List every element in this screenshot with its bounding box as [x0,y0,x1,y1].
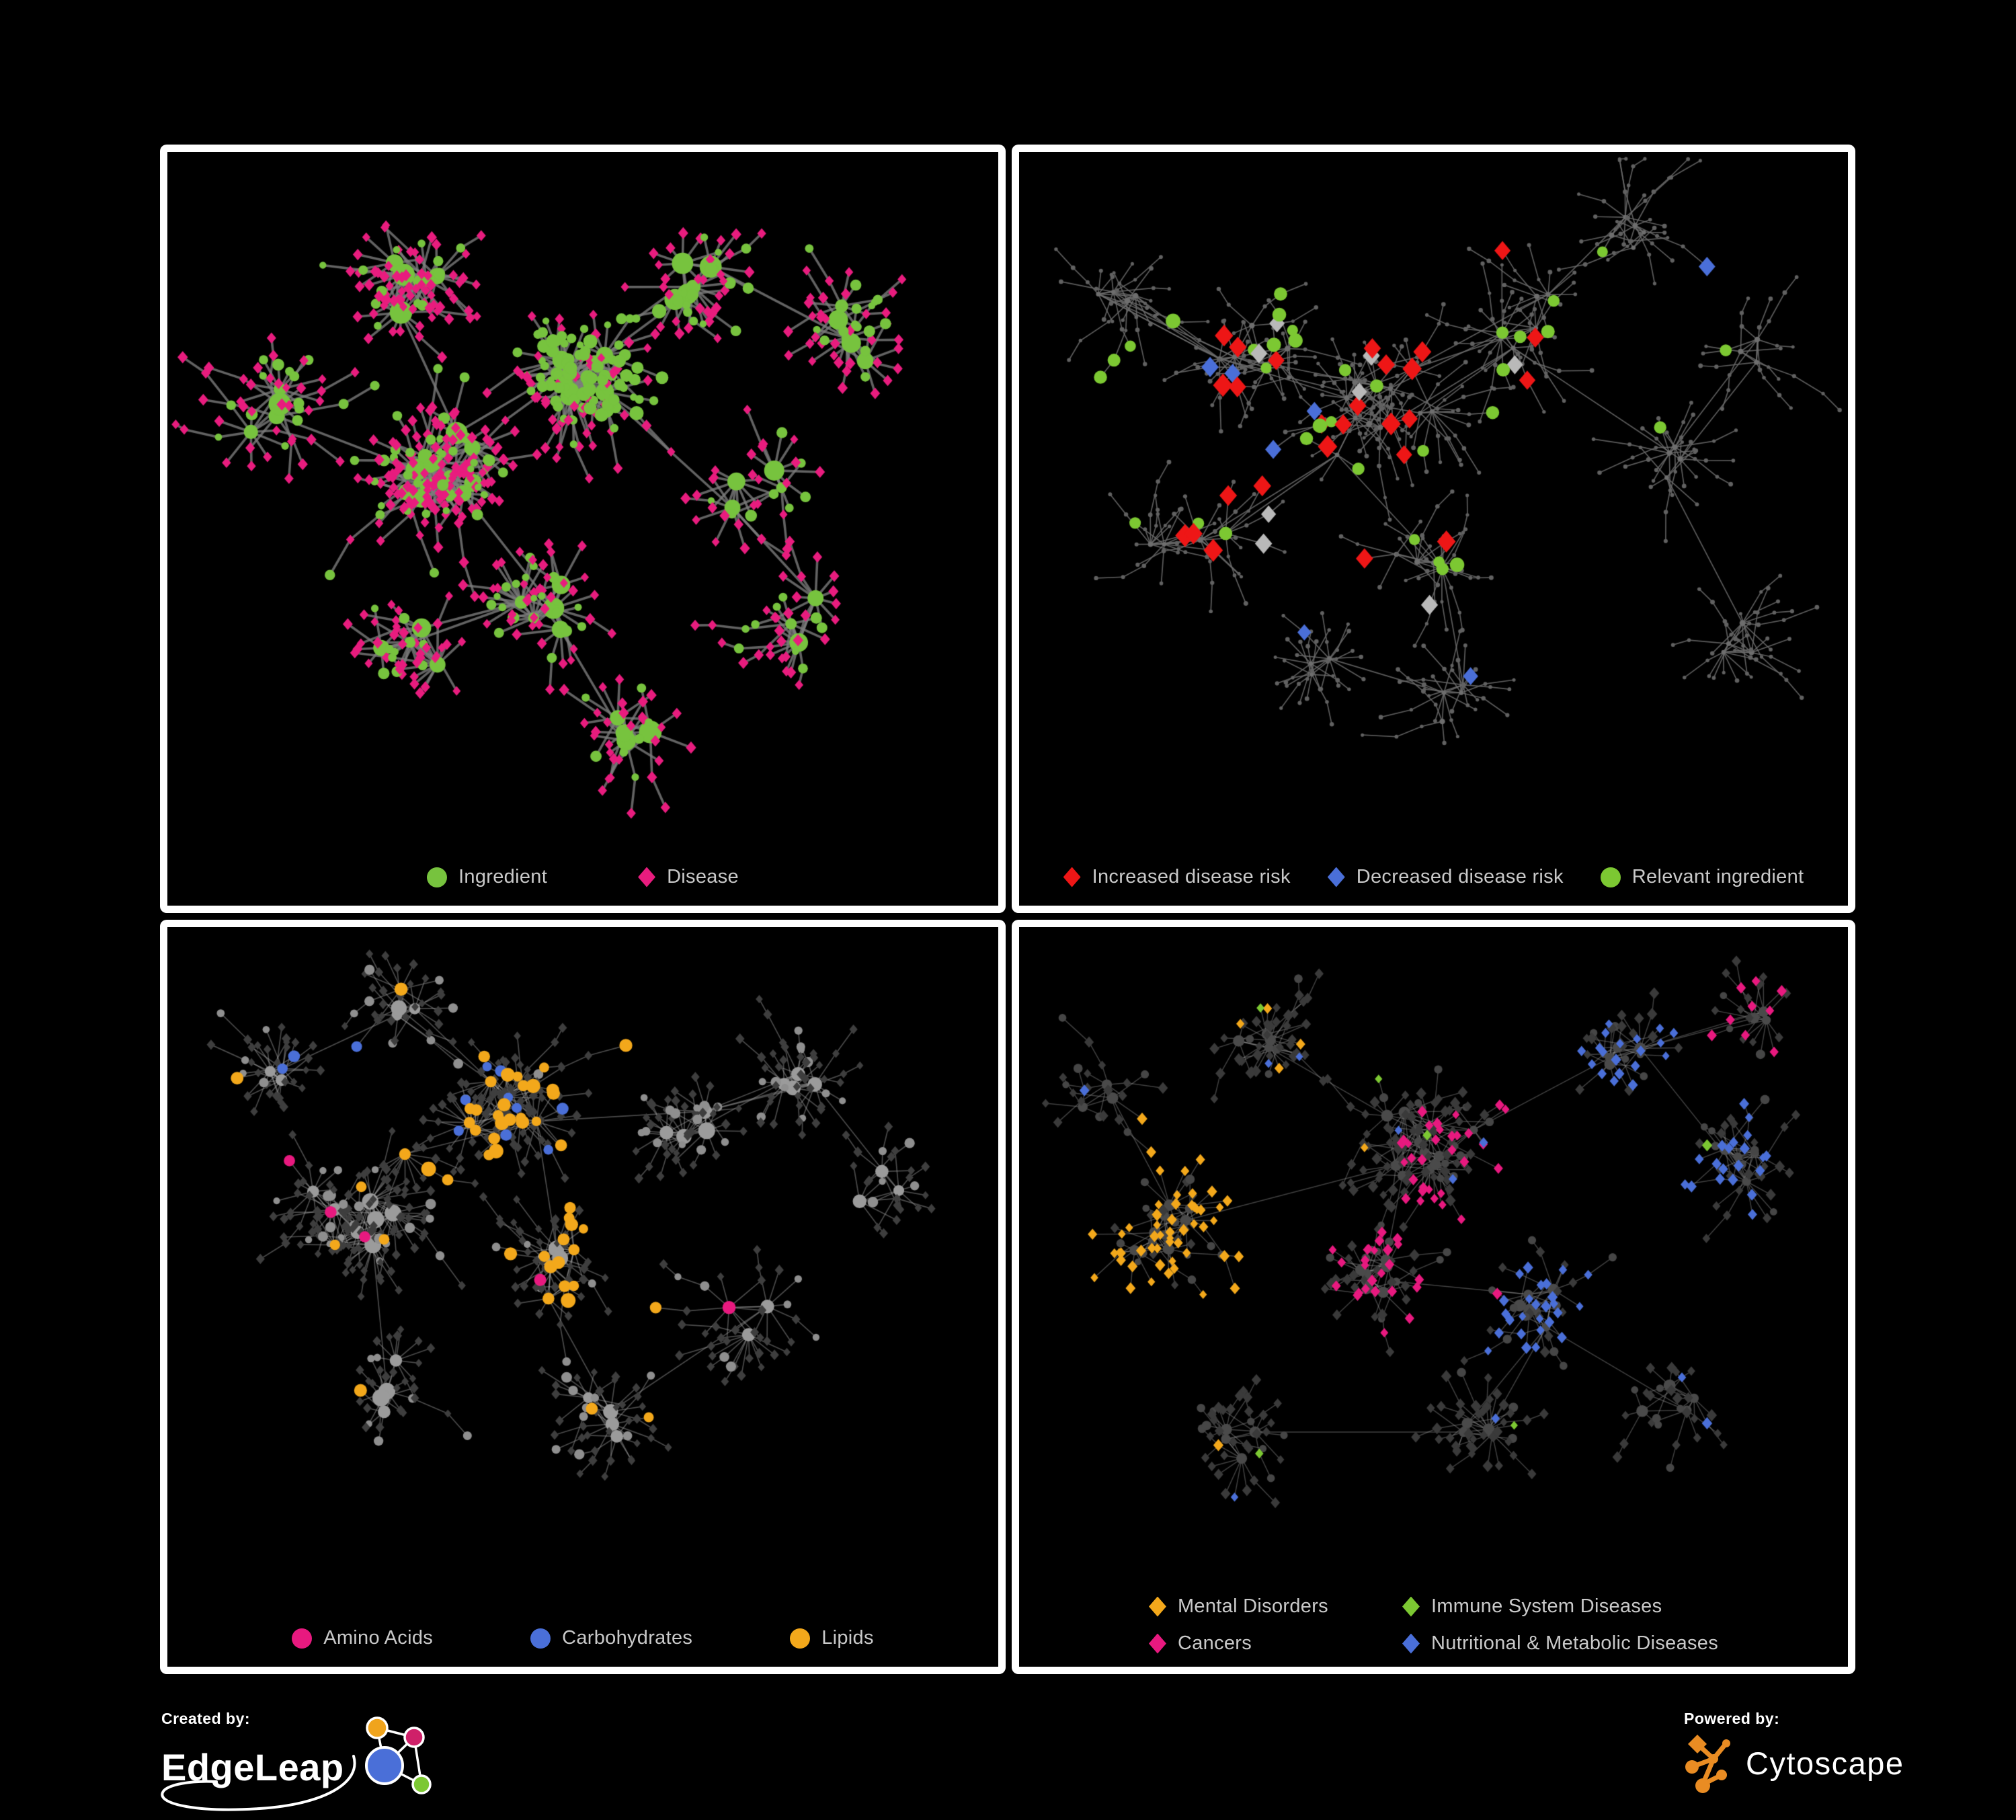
circle-swatch-icon [530,1628,551,1649]
network-canvas-ingredient-disease [167,152,998,836]
network-canvas-disease-category [1019,927,1848,1597]
legend-label: Increased disease risk [1092,866,1291,887]
circle-swatch-icon [427,867,448,887]
legend-item-cancers: Cancers [1148,1632,1328,1655]
circle-swatch-icon [292,1628,313,1649]
legend-label: Disease [667,866,739,887]
diamond-swatch-icon [1402,1633,1420,1654]
legend-label: Nutritional & Metabolic Diseases [1430,1632,1719,1654]
legend-item-mental-disorders: Mental Disorders [1148,1595,1328,1618]
legend-item-amino-acids: Amino Acids [292,1627,433,1649]
network-canvas-disease-risk [1019,152,1848,836]
legend-item-immune-system-diseases: Immune System Diseases [1402,1595,1718,1618]
panel-nutrient-class: Amino Acids Carbohydrates Lipids [160,920,1006,1674]
diamond-swatch-icon [1327,867,1345,887]
legend-label: Mental Disorders [1177,1595,1328,1617]
powered-by-credit: Powered by: Cytosc [1684,1710,1973,1797]
circle-swatch-icon [790,1628,811,1649]
created-by-credit: Created by: EdgeLeap [161,1710,444,1811]
legend-disease-risk: Increased disease risk Decreased disease … [1019,866,1848,888]
legend-label: Immune System Diseases [1430,1595,1662,1617]
circle-swatch-icon [1600,867,1621,887]
legend-item-carbohydrates: Carbohydrates [530,1627,692,1649]
legend-nutrient-class: Amino Acids Carbohydrates Lipids [167,1627,998,1649]
legend-label: Relevant ingredient [1631,866,1804,887]
legend-item-lipids: Lipids [790,1627,874,1649]
legend-item-ingredient: Ingredient [427,866,547,888]
legend-label: Lipids [821,1627,874,1649]
diamond-swatch-icon [1148,1633,1166,1654]
cytoscape-logo-icon [1685,1735,1730,1793]
legend-item-increased-disease-risk: Increased disease risk [1063,866,1291,888]
diamond-swatch-icon [1148,1596,1166,1617]
legend-disease-category: Mental Disorders Immune System Diseases Ca… [1019,1595,1848,1655]
network-area [167,927,998,1597]
diamond-swatch-icon [1402,1596,1420,1617]
legend-item-decreased-disease-risk: Decreased disease risk [1327,866,1564,888]
legend-label: Amino Acids [323,1627,434,1649]
edgeleap-wordmark: EdgeLeap [161,1746,344,1788]
network-area [167,152,998,836]
legend-item-disease: Disease [638,866,739,888]
powered-by-label: Powered by: [1684,1710,1780,1727]
diamond-swatch-icon [638,867,656,887]
network-canvas-nutrient-class [167,927,998,1597]
legend-label: Ingredient [458,866,548,887]
network-area [1019,152,1848,836]
panel-ingredient-disease: Ingredient Disease [160,145,1006,913]
edgeleap-logo-icon [364,1716,432,1794]
legend-label: Cancers [1177,1632,1252,1654]
legend-item-relevant-ingredient: Relevant ingredient [1600,866,1804,888]
legend-label: Decreased disease risk [1356,866,1564,887]
legend-item-nutritional-metabolic-diseases: Nutritional & Metabolic Diseases [1402,1632,1718,1655]
panel-disease-risk: Increased disease risk Decreased disease … [1012,145,1855,913]
panel-disease-category: Mental Disorders Immune System Diseases Ca… [1012,920,1855,1674]
diamond-swatch-icon [1063,867,1081,887]
legend-label: Carbohydrates [562,1627,693,1649]
created-by-label: Created by: [161,1710,251,1727]
network-area [1019,927,1848,1597]
cytoscape-wordmark: Cytoscape [1746,1745,1904,1781]
legend-ingredient-disease: Ingredient Disease [167,866,998,888]
